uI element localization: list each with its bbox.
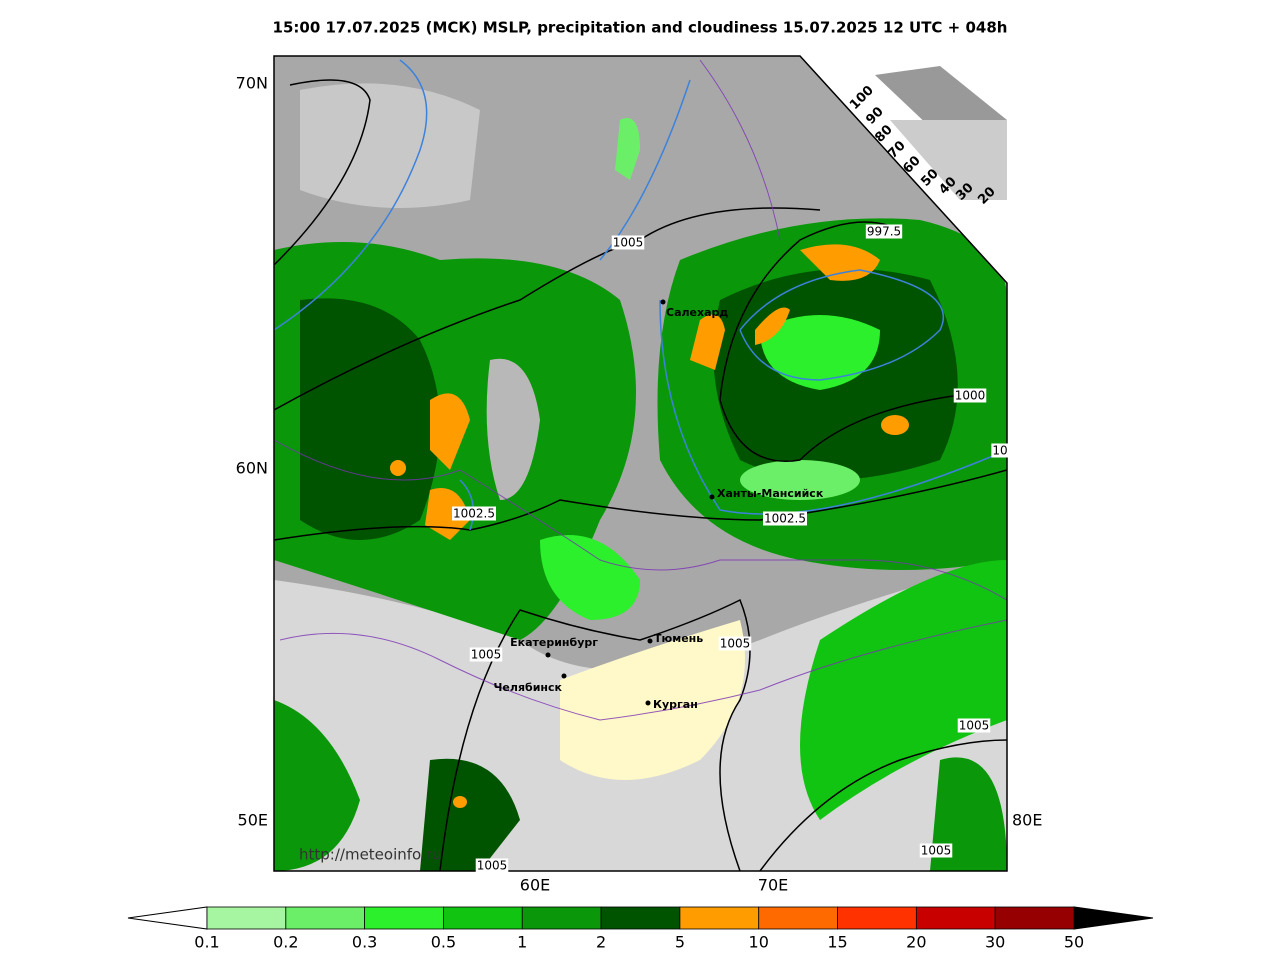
colorbar-box	[521, 906, 602, 930]
isobar-label-bg	[475, 858, 509, 873]
isobar-label-bg	[991, 443, 1009, 458]
isobar-label: 1005	[921, 844, 952, 858]
lat-label: 70N	[236, 74, 268, 93]
colorbar-box	[679, 906, 760, 930]
colorbar-box	[994, 906, 1075, 930]
isobar-label: 1005	[613, 236, 644, 250]
isobar-label: 1005	[959, 719, 990, 733]
city-label: Екатеринбург	[510, 636, 598, 649]
colorbar-over	[1073, 906, 1154, 930]
colorbar-under	[127, 906, 208, 930]
isobar-label: 1005	[477, 859, 508, 873]
colorbar-box	[206, 906, 287, 930]
colorbar-box	[364, 906, 444, 930]
isobar-label-bg	[953, 388, 987, 403]
isobar-label-bg	[611, 235, 645, 250]
lon-label: 60E	[520, 876, 550, 895]
colorbar-box	[443, 906, 523, 930]
city-dot	[645, 700, 651, 706]
colorbar-tick-label: 30	[985, 933, 1005, 952]
isobar-label: 1000	[955, 389, 986, 403]
colorbar-box	[915, 906, 996, 930]
city-dot	[561, 673, 567, 679]
colorbar-box	[285, 906, 366, 930]
colorbar-tick-label: 2	[596, 933, 606, 952]
isobar-label-bg	[957, 718, 991, 733]
isobar-label: 1002.5	[453, 507, 495, 521]
isobar-label-bg	[865, 224, 903, 239]
colorbar-tick-label: 50	[1064, 933, 1084, 952]
colorbar-tick-label: 0.2	[273, 933, 298, 952]
city-dot	[660, 299, 666, 305]
map-field	[274, 56, 1007, 871]
colorbar-tick-label: 20	[906, 933, 926, 952]
colorbar-box	[837, 906, 917, 930]
lon-label: 80E	[1012, 811, 1042, 830]
city-dot	[647, 638, 653, 644]
city-label: Салехард	[666, 306, 728, 319]
isobar-label: 997.5	[867, 225, 901, 239]
colorbar-box	[600, 906, 681, 930]
watermark: http://meteoinfo.ru	[299, 846, 441, 864]
map-title: 15:00 17.07.2025 (МСК) MSLP, precipitati…	[273, 19, 1008, 37]
colorbar-tick-label: 15	[827, 933, 847, 952]
isobar-label-bg	[718, 636, 752, 651]
isobar-label-bg	[763, 511, 807, 526]
isobar-label: 1005	[720, 637, 751, 651]
colorbar-tick-label: 0.1	[194, 933, 219, 952]
lat-label: 50E	[238, 811, 268, 830]
colorbar-tick-label: 1	[517, 933, 527, 952]
city-label: Челябинск	[494, 681, 563, 694]
city-label: Курган	[653, 698, 698, 711]
colorbar-tick-label: 5	[675, 933, 685, 952]
isobar-label-bg	[919, 843, 953, 858]
city-dot	[709, 494, 715, 500]
colorbar-box	[758, 906, 838, 930]
isobar-label: 1005	[471, 648, 502, 662]
isobar-label-bg	[469, 647, 503, 662]
lon-label: 70E	[758, 876, 788, 895]
colorbar-tick-label: 10	[749, 933, 769, 952]
map-frame	[273, 55, 1008, 872]
city-label: Ханты-Мансийск	[717, 487, 824, 500]
city-label: Тюмень	[654, 632, 703, 645]
colorbar-tick-label: 0.3	[352, 933, 377, 952]
lat-label: 60N	[236, 459, 268, 478]
city-dot	[545, 652, 551, 658]
isobar-label-bg	[452, 506, 496, 521]
colorbar-tick-label: 0.5	[431, 933, 456, 952]
isobar-label: 1002.5	[764, 512, 806, 526]
isobar-label: 10	[992, 444, 1007, 458]
cloud-scale	[875, 66, 1007, 200]
